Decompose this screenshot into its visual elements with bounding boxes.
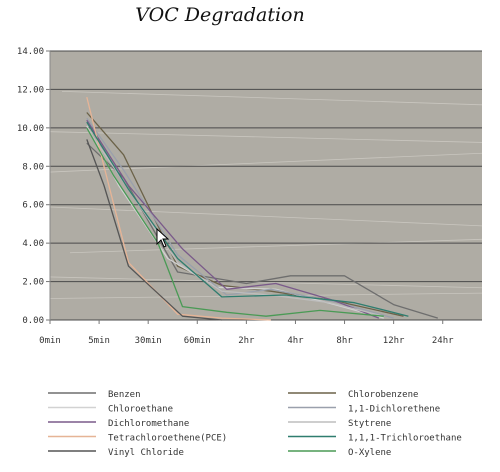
legend-label: Chloroethane [108, 405, 173, 415]
y-axis-ticks: 0.00 2.00 4.00 6.00 8.00 10.00 12.00 14.00 [17, 47, 51, 326]
background-streak [49, 131, 483, 143]
legend-label: 1,1-Dichlorethene [348, 405, 440, 415]
x-tick-label: 2hr [238, 336, 255, 346]
legend-label: Vinyl Chloride [108, 448, 184, 458]
background-streak [49, 206, 483, 227]
plot-background [50, 51, 482, 320]
y-tick-label: 6.00 [22, 201, 44, 211]
y-tick-label: 4.00 [22, 239, 44, 249]
y-tick-label: 10.00 [17, 124, 44, 134]
background-streak [69, 238, 483, 254]
x-tick-label: 0min [39, 336, 61, 346]
background-streak [49, 276, 483, 289]
legend-label: Dichloromethane [108, 419, 189, 429]
legend-label: O-Xylene [348, 448, 391, 458]
background-streak [61, 90, 483, 106]
legend-label: Benzen [108, 390, 141, 400]
x-axis-ticks: 0min 5min 30min 60min 2hr 4hr 8hr 12hr 24hr [39, 320, 454, 346]
series-line-1 [86, 142, 438, 319]
legend-label: Stytrene [348, 419, 391, 429]
y-tick-label: 2.00 [22, 278, 44, 288]
legend-label: 1,1,1-Trichloroethane [348, 434, 462, 444]
series-line-9 [86, 139, 222, 321]
x-tick-label: 4hr [287, 336, 304, 346]
x-tick-label: 12hr [383, 336, 405, 346]
y-tick-label: 0.00 [22, 316, 44, 326]
y-tick-label: 8.00 [22, 162, 44, 172]
x-tick-label: 24hr [432, 336, 454, 346]
x-tick-label: 60min [184, 336, 211, 346]
series-lines [86, 96, 438, 321]
legend-label: Chlorobenzene [348, 390, 418, 400]
x-tick-label: 5min [88, 336, 110, 346]
mouse-cursor-icon [156, 227, 170, 248]
series-line-10 [86, 127, 384, 317]
y-tick-label: 12.00 [17, 85, 44, 95]
legend: Benzen Chlorobenzene Chloroethane 1,1-Dichl… [48, 390, 462, 458]
chart-title: VOC Degradation [135, 4, 305, 26]
legend-label: Tetrachloroethene(PCE) [108, 434, 227, 444]
x-tick-label: 30min [135, 336, 162, 346]
x-tick-label: 8hr [336, 336, 353, 346]
y-tick-label: 14.00 [17, 47, 44, 57]
series-line-8 [86, 121, 409, 317]
